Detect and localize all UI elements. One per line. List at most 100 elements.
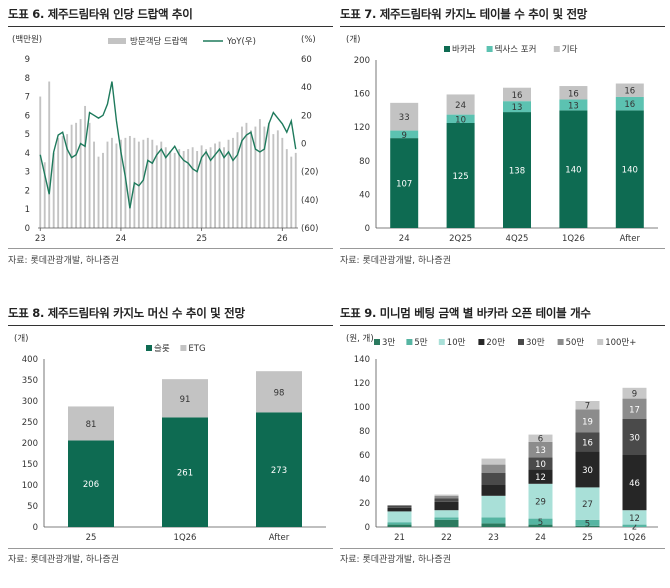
drop-bar	[84, 105, 87, 228]
drop-bar	[169, 151, 172, 228]
legend-label: 20만	[486, 338, 505, 348]
y-tick-label: 300	[22, 397, 38, 407]
bar-segment	[434, 498, 459, 502]
data-label: 19	[582, 417, 593, 427]
y2-tick-label: 40	[301, 83, 312, 93]
y-tick-label: 3	[25, 168, 30, 178]
y-axis-unit-right: (%)	[301, 35, 316, 45]
drop-bar	[290, 156, 293, 228]
legend-swatch	[557, 339, 564, 345]
chart-panel-table-count: 도표 7. 제주드림타워 카지노 테이블 수 추이 및 전망 (개) 0 40 80 1…	[340, 4, 665, 289]
data-label: 5	[538, 518, 543, 528]
drop-bar	[115, 143, 118, 228]
y-axis-unit: (개)	[14, 333, 28, 344]
drop-bar	[232, 137, 234, 228]
x-tick-label: 25	[86, 533, 97, 543]
y-tick-label: 200	[22, 439, 38, 449]
chart-panel-machine-count: 도표 8. 제주드림타워 카지노 머신 수 추이 및 전망 (개) 0 50 100 1…	[8, 303, 333, 588]
chart-title: 도표 6. 제주드림타워 인당 드랍액 추이	[8, 7, 193, 21]
y-axis-unit-left: (백만원)	[12, 34, 42, 45]
bar-segment	[528, 469, 553, 484]
legend-label: 3만	[382, 338, 395, 348]
legend-label: 50만	[566, 338, 585, 348]
bar-segment	[615, 110, 644, 228]
source-rule	[8, 248, 333, 249]
x-tick-label: 22	[441, 533, 452, 543]
x-tick-label: 1Q26	[174, 533, 197, 543]
drop-bar	[93, 141, 95, 228]
x-tick-label: 26	[277, 234, 288, 244]
drop-bar	[263, 126, 266, 228]
drop-bar	[142, 139, 145, 228]
data-label: 16	[512, 91, 523, 101]
data-label: 29	[535, 498, 546, 508]
x-tick-label: 4Q25	[506, 234, 529, 244]
drop-bar	[66, 134, 69, 228]
drop-bar	[173, 152, 176, 228]
drop-bar	[254, 126, 257, 228]
bar-segment	[503, 112, 531, 228]
bar-segment	[528, 483, 553, 519]
y-tick-label: 160	[354, 90, 370, 100]
data-label: 9	[401, 131, 406, 141]
drop-bar	[178, 149, 181, 228]
data-label: 6	[538, 435, 543, 445]
bar-segment	[68, 440, 114, 527]
bar-segment	[528, 457, 553, 470]
bar-segment	[528, 441, 553, 458]
drop-bar	[285, 149, 288, 228]
data-label: 125	[452, 172, 468, 182]
bar-segment	[434, 517, 459, 520]
data-label: 273	[271, 466, 287, 476]
legend-swatch	[406, 339, 413, 345]
bar-segment	[446, 94, 475, 115]
legend-swatch	[374, 339, 380, 345]
legend-label: 100만+	[605, 338, 636, 348]
y-tick-label: 8	[25, 74, 30, 84]
chart-title: 도표 8. 제주드림타워 카지노 머신 수 추이 및 전망	[8, 306, 245, 320]
title-rule	[8, 325, 333, 326]
bar-segment	[559, 110, 588, 228]
drop-bar	[191, 147, 194, 228]
legend-swatch	[478, 339, 485, 345]
y2-tick-label: (40)	[301, 196, 318, 206]
bar-segment	[622, 455, 647, 511]
data-label: 13	[512, 103, 523, 113]
bar-segment	[622, 524, 647, 527]
drop-bar	[61, 135, 64, 228]
bar-segment	[387, 524, 412, 527]
data-label: 33	[399, 113, 410, 123]
drop-bar	[209, 147, 212, 228]
drop-bar	[102, 152, 104, 228]
y-tick-label: 50	[27, 502, 38, 512]
legend-swatch	[146, 345, 152, 351]
bar-segment	[622, 387, 647, 399]
bar-segment	[503, 101, 531, 113]
data-label: 16	[568, 89, 579, 99]
chart-title: 도표 7. 제주드림타워 카지노 테이블 수 추이 및 전망	[340, 7, 587, 21]
source-note: 자료: 롯데관광개발, 하나증권	[340, 256, 451, 266]
y2-tick-label: 0	[301, 140, 306, 150]
data-label: 140	[622, 166, 638, 176]
data-label: 7	[585, 402, 590, 412]
y-tick-label: 150	[22, 460, 38, 470]
data-label: 30	[629, 434, 640, 444]
drop-bar	[43, 162, 46, 228]
y2-tick-label: (60)	[301, 224, 318, 234]
bar-segment	[434, 519, 459, 527]
legend-label: 바카라	[452, 44, 476, 55]
y-tick-label: 80	[359, 157, 370, 167]
bar-segment	[528, 524, 553, 527]
legend-swatch	[597, 339, 604, 345]
x-tick-label: 23	[488, 533, 499, 543]
bar-segment	[575, 401, 600, 410]
drop-bar	[88, 122, 91, 228]
legend-label: 10만	[447, 338, 466, 348]
legend-swatch	[180, 345, 187, 351]
legend-label: YoY(우)	[226, 37, 256, 47]
x-tick-label: 25	[582, 533, 593, 543]
y-tick-label: 1	[25, 205, 30, 215]
y-tick-label: 120	[354, 379, 370, 389]
bar-segment	[481, 523, 506, 527]
